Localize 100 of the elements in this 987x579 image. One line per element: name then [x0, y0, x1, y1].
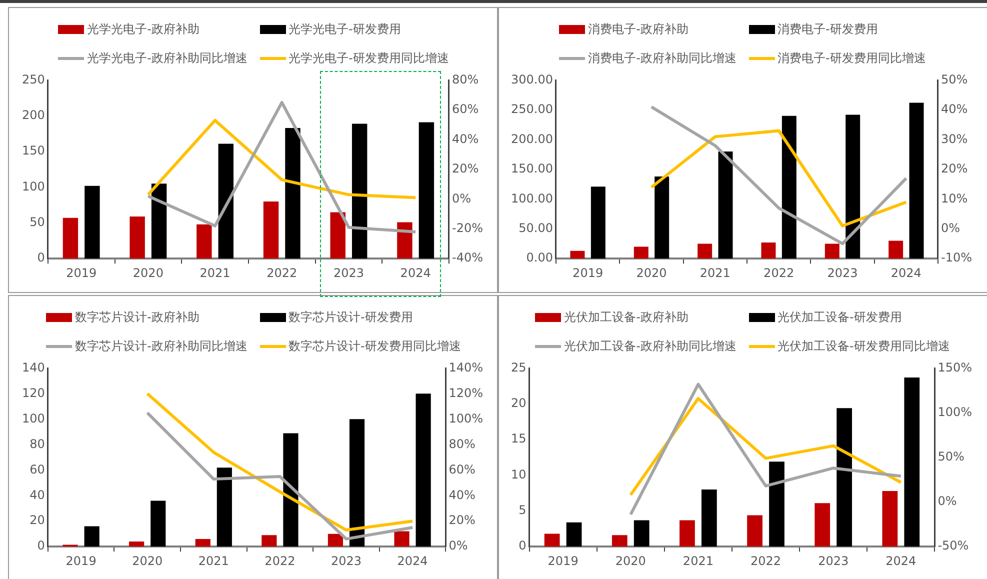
- bar: [747, 515, 762, 547]
- x-tick-label: 2022: [764, 266, 794, 280]
- x-tick-label: 2019: [66, 554, 96, 568]
- x-tick-label: 2019: [548, 554, 578, 568]
- bar: [590, 186, 606, 259]
- y2-tick-label: 40%: [941, 102, 968, 116]
- bar: [846, 114, 860, 259]
- bar: [634, 520, 650, 547]
- bar: [718, 152, 733, 259]
- bar: [349, 419, 365, 547]
- bar: [612, 535, 628, 547]
- x-tick-label: 2020: [636, 266, 667, 280]
- bar: [654, 176, 670, 259]
- bar: [150, 500, 166, 547]
- bar: [216, 468, 232, 547]
- bar: [698, 244, 712, 259]
- y2-tick-label: 0%: [448, 538, 468, 553]
- legend-label: 光学光电子-政府补助同比增速: [87, 50, 248, 67]
- bar: [196, 224, 212, 259]
- legend-label: 数字芯片设计-研发费用: [288, 309, 413, 326]
- bar: [824, 244, 840, 259]
- bar: [544, 534, 560, 547]
- y2-tick-label: 0%: [938, 494, 957, 508]
- y-tick-label: 80: [30, 436, 45, 451]
- bar: [283, 433, 298, 547]
- y2-tick-label: 150%: [938, 360, 972, 374]
- x-tick-label: 2021: [700, 266, 730, 280]
- legend-label: 光伏加工设备-政府补助: [564, 309, 688, 326]
- x-tick-label: 2022: [264, 554, 296, 568]
- x-tick-label: 2021: [198, 554, 229, 568]
- x-tick-label: 2024: [890, 266, 922, 280]
- y-tick-label: 60: [30, 462, 45, 476]
- y-tick-label: 100.00: [510, 191, 553, 206]
- y-tick-label: 140: [22, 360, 45, 374]
- y2-tick-label: -20%: [452, 220, 484, 235]
- y-tick-label: 120: [22, 386, 45, 400]
- y-tick-label: 10: [510, 467, 526, 482]
- y2-tick-label: 80%: [448, 436, 476, 451]
- x-tick-label: 2020: [615, 554, 646, 568]
- bar: [285, 128, 300, 259]
- bar: [761, 242, 776, 259]
- bar: [888, 240, 904, 259]
- x-tick-label: 2020: [132, 554, 163, 568]
- bar: [416, 394, 431, 547]
- legend-label: 光学光电子-研发费用: [288, 21, 401, 38]
- legend-label: 数字芯片设计-政府补助: [75, 309, 200, 326]
- y2-tick-label: 10%: [941, 191, 968, 206]
- x-tick-label: 2020: [132, 266, 164, 280]
- x-tick-label: 2022: [750, 554, 782, 568]
- legend-label: 数字芯片设计-研发费用同比增速: [288, 338, 461, 355]
- y-tick-label: 5: [518, 503, 526, 518]
- y-tick-label: 0: [37, 250, 45, 265]
- y-tick-label: 200.00: [510, 132, 553, 146]
- bar: [151, 184, 167, 259]
- bar: [904, 377, 920, 547]
- y-tick-label: 0: [37, 538, 45, 553]
- x-tick-label: 2021: [200, 266, 230, 280]
- bar: [263, 202, 279, 259]
- y-tick-label: 300.00: [510, 72, 553, 86]
- y2-tick-label: 0%: [941, 220, 960, 235]
- y2-tick-label: 80%: [452, 72, 479, 86]
- y2-tick-label: 0%: [452, 191, 472, 206]
- x-tick-label: 2022: [266, 266, 298, 280]
- y-tick-label: 15: [510, 432, 526, 446]
- bar: [680, 520, 695, 547]
- y-tick-label: 20: [30, 513, 45, 528]
- y2-tick-label: -10%: [941, 250, 972, 265]
- bar: [769, 462, 784, 547]
- y-tick-label: 40: [30, 488, 45, 502]
- bar: [397, 222, 412, 259]
- x-tick-label: 2021: [682, 554, 714, 568]
- bar: [882, 490, 898, 547]
- bar: [84, 186, 100, 259]
- y-tick-label: 150.00: [510, 162, 553, 176]
- bar: [62, 218, 78, 259]
- bar: [394, 531, 410, 547]
- x-tick-label: 2019: [66, 266, 97, 280]
- bar: [570, 250, 585, 259]
- bar: [814, 503, 830, 547]
- legend-label: 消费电子-研发费用: [778, 21, 878, 38]
- y2-tick-label: 20%: [941, 162, 968, 176]
- bar: [782, 116, 796, 259]
- x-tick-label: 2024: [400, 266, 431, 280]
- y2-tick-label: 50%: [941, 72, 968, 86]
- legend-label: 光伏加工设备-研发费用: [778, 309, 902, 326]
- y-tick-label: 100: [22, 411, 45, 426]
- y-tick-label: 50.00: [518, 220, 553, 235]
- y2-tick-label: 20%: [452, 162, 479, 176]
- x-tick-label: 2023: [330, 554, 362, 568]
- bar: [130, 216, 145, 259]
- y2-tick-label: 50%: [938, 450, 964, 464]
- y2-tick-label: -40%: [452, 250, 484, 265]
- y2-tick-label: 100%: [448, 411, 484, 426]
- x-tick-label: 2019: [572, 266, 604, 280]
- legend-label: 消费电子-政府补助: [588, 21, 688, 38]
- bar: [195, 538, 210, 547]
- y-tick-label: 50: [30, 215, 45, 230]
- x-tick-label: 2024: [397, 554, 428, 568]
- y-tick-label: 0.00: [526, 250, 553, 265]
- x-tick-label: 2023: [333, 266, 364, 280]
